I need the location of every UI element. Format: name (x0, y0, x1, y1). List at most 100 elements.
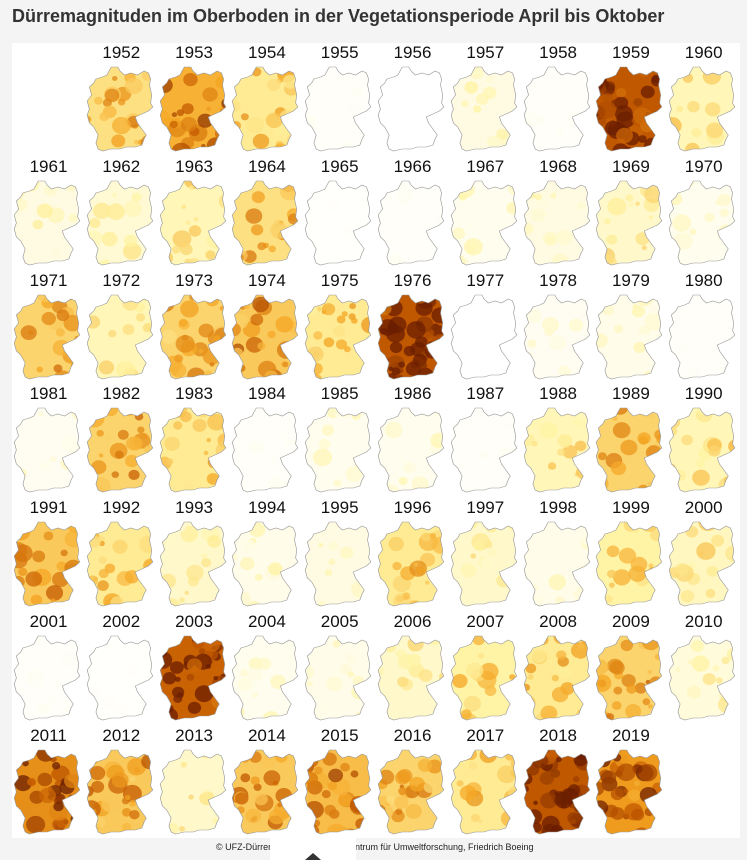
drought-patch (64, 773, 80, 788)
drought-patch (554, 791, 573, 809)
drought-patch (712, 665, 720, 672)
drought-patch (610, 806, 625, 820)
drought-patch (328, 541, 339, 551)
year-map-1991: 1991 (12, 498, 85, 611)
drought-patch (326, 676, 343, 692)
drought-patch (587, 751, 590, 759)
drought-patch (635, 682, 648, 694)
drought-patch (213, 676, 218, 681)
year-label: 1976 (393, 270, 432, 290)
drought-patch (653, 574, 663, 586)
drought-patch (548, 334, 566, 351)
drought-patch (613, 686, 623, 695)
country-outline (13, 294, 81, 379)
drought-patch (461, 100, 469, 107)
drought-patch (332, 228, 337, 233)
drought-patch (222, 250, 226, 258)
drought-patch (403, 345, 416, 356)
drought-patch (218, 568, 226, 586)
year-label: 2015 (320, 725, 359, 745)
drought-patch (429, 533, 436, 539)
country-outline (669, 408, 736, 493)
drought-patch (205, 106, 211, 111)
drought-patch (317, 700, 335, 716)
germany-drought-map (523, 408, 590, 493)
drought-patch (463, 237, 483, 256)
drought-patch (596, 365, 608, 379)
drought-patch (257, 241, 267, 250)
year-map-2016: 2016 (376, 726, 449, 839)
drought-patch (345, 653, 357, 664)
drought-patch (176, 109, 184, 117)
drought-patch (584, 800, 590, 809)
drought-patch (413, 562, 419, 567)
drought-patch (613, 753, 622, 762)
drought-patch (369, 354, 371, 361)
drought-patch (637, 432, 652, 445)
drought-patch (582, 132, 590, 147)
drought-patch (89, 765, 106, 780)
drought-patch (270, 222, 289, 239)
drought-patch (232, 100, 241, 113)
drought-patch (310, 298, 316, 303)
drought-patch (26, 815, 46, 834)
drought-patch (707, 294, 725, 301)
drought-patch (598, 452, 608, 461)
drought-patch (92, 816, 106, 828)
drought-patch (106, 816, 118, 826)
year-map-1954: 1954 (230, 43, 303, 156)
drought-patch (305, 523, 314, 536)
drought-patch (558, 667, 571, 679)
drought-patch (60, 549, 68, 557)
drought-patch (146, 224, 153, 238)
drought-patch (352, 88, 363, 98)
drought-patch (235, 791, 249, 805)
country-outline (305, 749, 372, 835)
drought-patch (240, 669, 249, 677)
drought-patch (114, 704, 128, 717)
drought-patch (379, 356, 389, 365)
drought-patch (192, 419, 207, 433)
drought-patch (201, 751, 210, 759)
drought-patch (159, 74, 166, 80)
drought-patch (459, 785, 477, 801)
drought-patch (431, 306, 444, 323)
year-label: 1979 (611, 270, 650, 290)
year-map-2001: 2001 (12, 612, 85, 725)
year-label: 1972 (102, 270, 141, 290)
drought-patch (68, 213, 79, 223)
germany-drought-map (232, 66, 299, 152)
country-outline (86, 66, 154, 152)
germany-drought-map (159, 66, 226, 152)
drought-patch (141, 69, 153, 81)
drought-patch (378, 294, 389, 300)
drought-patch (503, 422, 513, 431)
year-label: 1964 (247, 156, 286, 176)
year-label: 2013 (175, 725, 213, 745)
drought-patch (398, 361, 405, 368)
germany-drought-map (450, 635, 518, 721)
drought-patch (41, 311, 56, 325)
drought-patch (689, 228, 697, 235)
drought-patch (408, 776, 426, 792)
drought-patch (652, 803, 663, 817)
drought-patch (267, 330, 276, 338)
drought-patch (480, 557, 494, 570)
drought-patch (523, 772, 528, 780)
drought-patch (614, 324, 624, 333)
drought-patch (378, 769, 395, 785)
drought-patch (669, 589, 680, 605)
drought-patch (88, 686, 103, 699)
year-map-1992: 1992 (85, 498, 158, 611)
drought-patch (206, 414, 225, 431)
germany-drought-map (232, 749, 299, 835)
drought-patch (178, 597, 185, 603)
drought-patch (647, 669, 653, 675)
drought-patch (76, 351, 80, 359)
drought-patch (555, 229, 573, 245)
scroll-to-top-tab[interactable] (270, 836, 356, 860)
country-outline (450, 521, 518, 607)
drought-patch (537, 636, 549, 645)
drought-patch (692, 95, 698, 101)
year-map-1969: 1969 (594, 157, 667, 270)
